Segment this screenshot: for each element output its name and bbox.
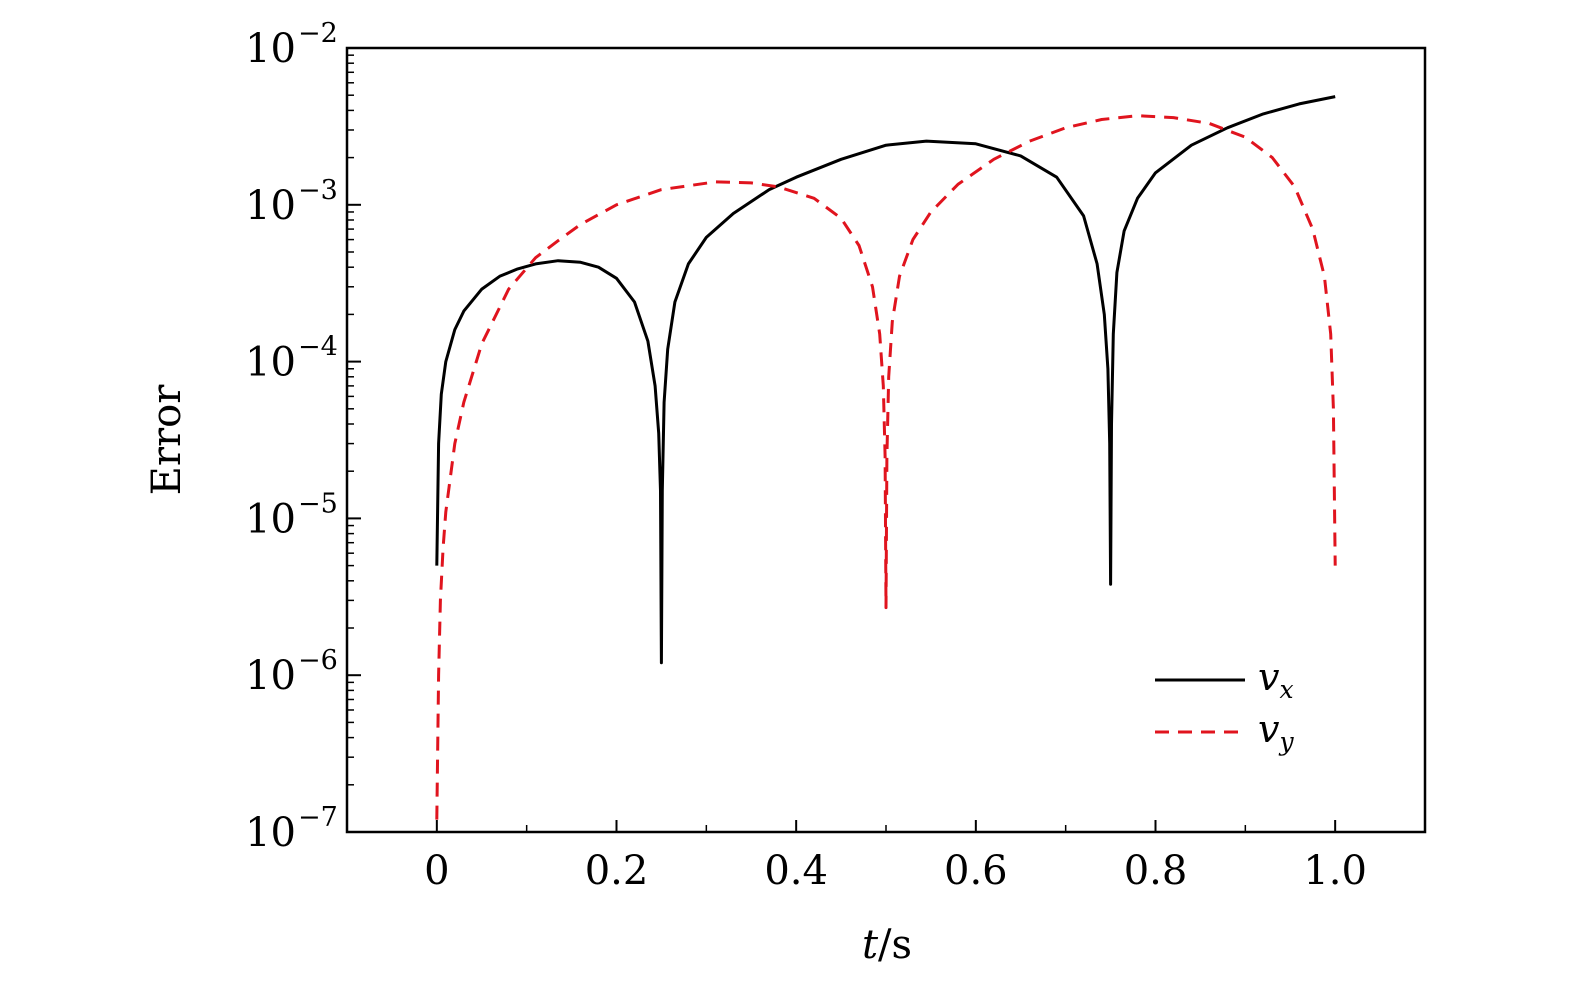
y-tick-exponent: −4 [298,332,338,363]
x-tick-label: 0 [424,848,449,894]
y-tick-label: 10 [245,496,296,542]
y-tick-exponent: −2 [298,18,338,49]
y-tick-label: 10 [245,653,296,699]
y-tick-exponent: −3 [298,175,338,206]
tick-labels: 0 0.2 0.4 0.6 0.8 1.010−710−610−510−410−310−2 [245,18,1367,894]
legend-label-vx: vx [1258,655,1294,704]
axis-ticks [347,47,1337,833]
x-axis-title-sep: / [878,922,892,968]
x-axis-title: t/s [862,922,912,968]
x-tick-label: 0.4 [764,848,828,894]
x-tick-label: 0.2 [585,848,649,894]
x-axis-title-unit: s [892,922,913,968]
x-tick-label: 1.0 [1303,848,1367,894]
y-tick-label: 10 [245,183,296,229]
y-tick-exponent: −6 [298,645,338,676]
series-line-v-x [435,95,1336,665]
y-tick-label: 10 [245,340,296,386]
plot-area [435,95,1337,820]
y-tick-exponent: −5 [298,488,338,519]
legend: vx vy [1155,655,1294,756]
x-tick-label: 0.6 [944,848,1008,894]
y-tick-label: 10 [245,26,296,72]
y-tick-exponent: −7 [298,802,338,833]
legend-label-vy: vy [1258,707,1294,756]
plot-frame [345,46,1427,834]
series-line-v-y [435,114,1337,820]
x-axis-title-var: t [862,922,879,968]
x-tick-label: 0.8 [1124,848,1188,894]
y-axis-title: Error [144,384,190,496]
y-tick-label: 10 [245,810,296,856]
